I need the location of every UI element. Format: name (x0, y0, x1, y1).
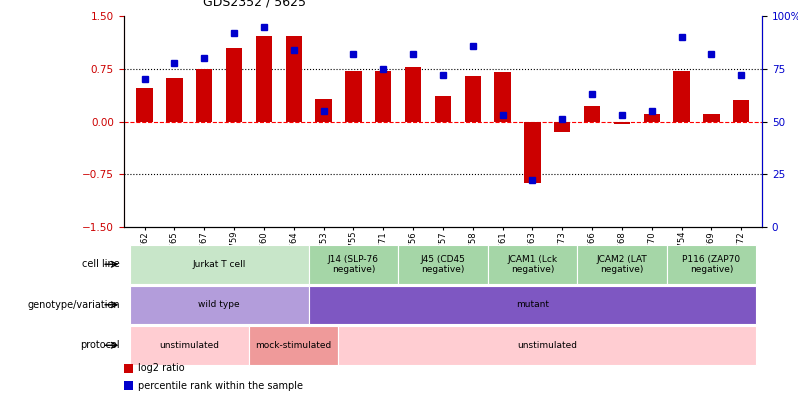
Text: J14 (SLP-76
negative): J14 (SLP-76 negative) (328, 255, 379, 274)
Bar (488, 245, 577, 284)
Bar (464, 76, 481, 122)
Bar (315, 99, 332, 122)
Bar (255, 36, 272, 122)
Text: GDS2352 / 5625: GDS2352 / 5625 (203, 0, 306, 8)
Bar (129, 286, 309, 324)
Bar (129, 326, 249, 364)
Bar (494, 72, 511, 121)
Bar (226, 48, 243, 122)
Bar (249, 326, 338, 364)
Bar (733, 100, 749, 122)
Bar (166, 78, 183, 122)
Bar (124, 382, 133, 390)
Text: Jurkat T cell: Jurkat T cell (192, 260, 246, 269)
Bar (405, 67, 421, 122)
Bar (286, 36, 302, 122)
Text: mock-stimulated: mock-stimulated (255, 341, 332, 350)
Bar (136, 88, 152, 122)
Text: unstimulated: unstimulated (517, 341, 577, 350)
Text: protocol: protocol (80, 340, 120, 350)
Bar (435, 96, 451, 122)
Bar (524, 122, 540, 183)
Bar (674, 71, 689, 122)
Bar (554, 122, 571, 132)
Bar (196, 69, 212, 122)
Text: genotype/variation: genotype/variation (27, 300, 120, 310)
Bar (643, 115, 660, 122)
Bar (346, 71, 361, 122)
Bar (129, 245, 309, 284)
Text: wild type: wild type (199, 300, 240, 309)
Text: unstimulated: unstimulated (160, 341, 219, 350)
Text: JCAM1 (Lck
negative): JCAM1 (Lck negative) (508, 255, 558, 274)
Bar (124, 364, 133, 373)
Bar (398, 245, 488, 284)
Bar (309, 286, 757, 324)
Text: percentile rank within the sample: percentile rank within the sample (138, 381, 303, 391)
Bar (666, 245, 757, 284)
Bar (309, 245, 398, 284)
Text: P116 (ZAP70
negative): P116 (ZAP70 negative) (682, 255, 741, 274)
Bar (584, 106, 600, 121)
Text: mutant: mutant (516, 300, 549, 309)
Bar (614, 122, 630, 124)
Bar (338, 326, 757, 364)
Bar (577, 245, 666, 284)
Text: J45 (CD45
negative): J45 (CD45 negative) (421, 255, 465, 274)
Text: JCAM2 (LAT
negative): JCAM2 (LAT negative) (597, 255, 647, 274)
Text: cell line: cell line (82, 259, 120, 269)
Bar (375, 71, 392, 122)
Text: log2 ratio: log2 ratio (138, 363, 184, 373)
Bar (703, 115, 720, 122)
